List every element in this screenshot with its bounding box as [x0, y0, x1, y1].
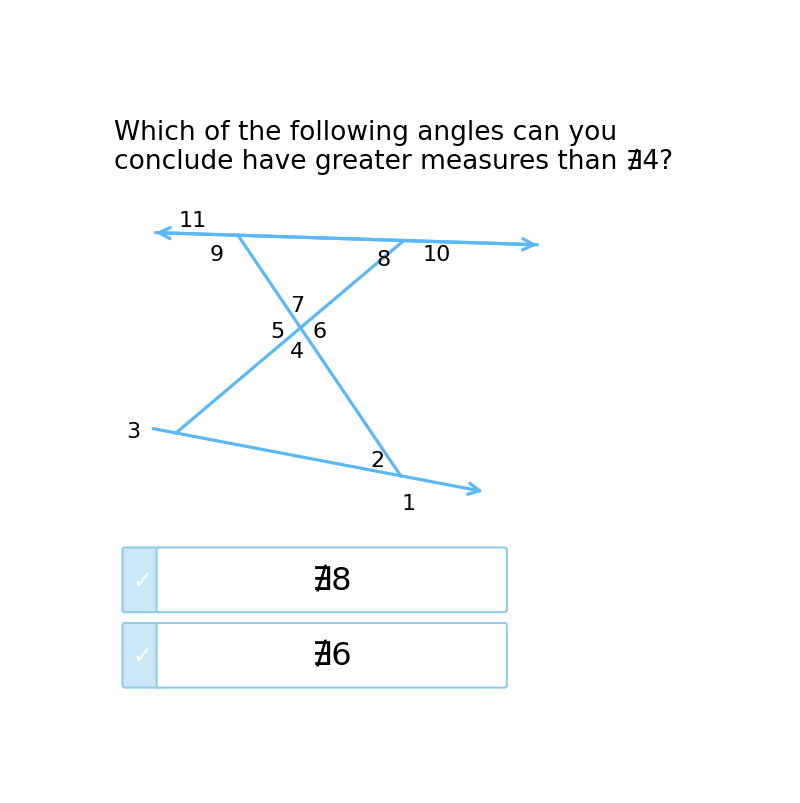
Text: Which of the following angles can you: Which of the following angles can you: [114, 120, 617, 145]
Text: 10: 10: [422, 245, 450, 265]
FancyBboxPatch shape: [122, 548, 162, 613]
Text: 4: 4: [290, 341, 305, 361]
Text: 8: 8: [377, 250, 390, 270]
Text: 6: 6: [312, 321, 326, 341]
Text: 1: 1: [402, 493, 415, 513]
Text: 5: 5: [270, 321, 285, 341]
Text: conclude have greater measures than ∄4?: conclude have greater measures than ∄4?: [114, 149, 673, 175]
FancyBboxPatch shape: [157, 623, 507, 687]
FancyBboxPatch shape: [157, 548, 507, 613]
FancyBboxPatch shape: [122, 623, 162, 687]
Text: ∄8: ∄8: [311, 565, 352, 596]
Text: 7: 7: [290, 296, 305, 316]
Text: ∄6: ∄6: [311, 640, 352, 671]
Text: 3: 3: [126, 422, 140, 442]
Text: ✓: ✓: [132, 568, 152, 592]
Text: 2: 2: [370, 450, 385, 471]
Text: 9: 9: [209, 244, 223, 264]
Text: ✓: ✓: [132, 643, 152, 667]
Text: 11: 11: [179, 210, 207, 230]
